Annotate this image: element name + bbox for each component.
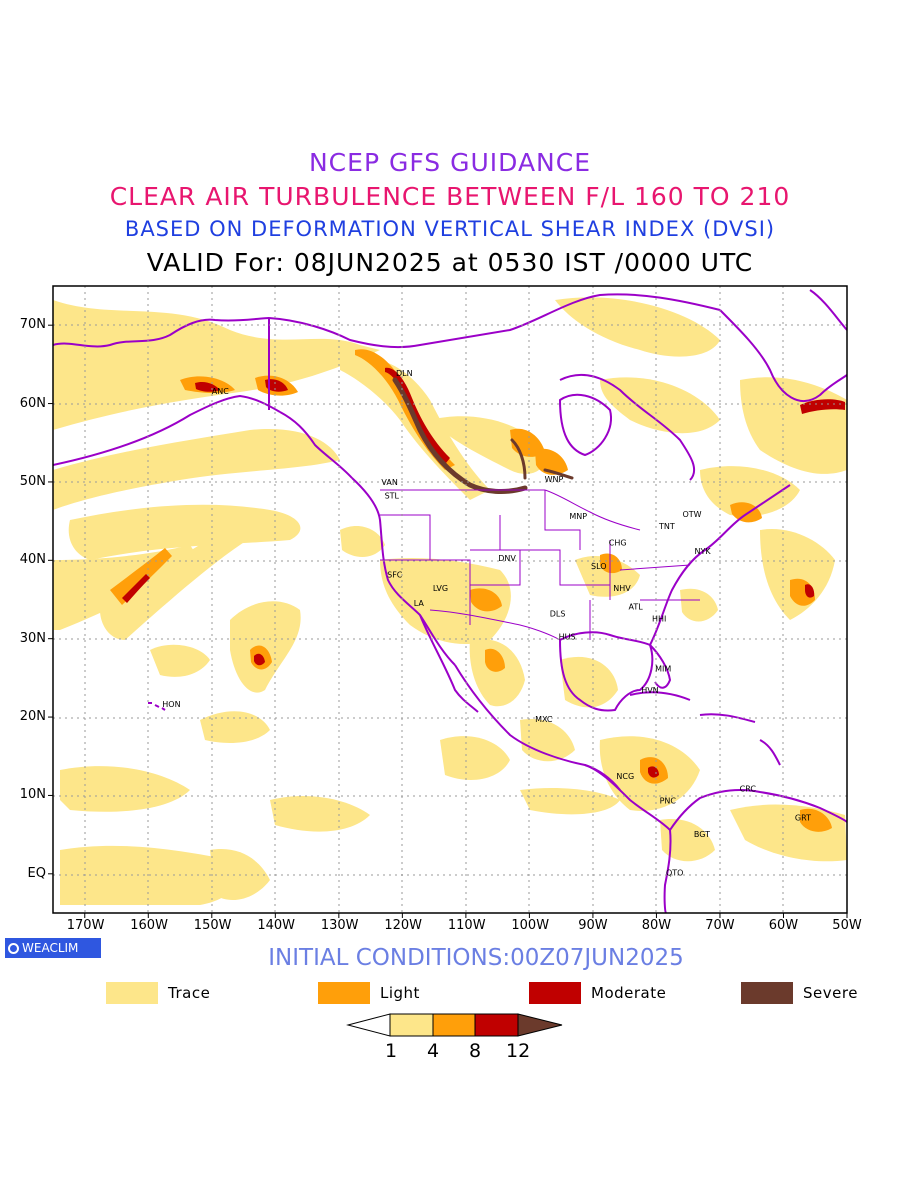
station-lvg: LVG [433,584,448,593]
logo-ring-icon [8,942,19,954]
station-chg: CHG [609,538,627,547]
station-grt: GRT [795,814,811,823]
station-stl: STL [385,491,400,500]
station-mxc: MXC [535,715,553,724]
lon-label: 150W [193,918,232,933]
station-tnt: TNT [658,522,675,531]
weaclim-logo: WEACLIM [5,938,101,958]
colorbar-label-1: 1 [385,1040,398,1062]
political-borders [380,489,700,641]
lon-label: 160W [130,918,168,933]
lat-label: 30N [19,630,46,646]
legend-trace-swatch [106,982,158,1004]
station-crc: CRC [740,785,757,794]
lat-label: 60N [19,395,46,411]
station-dnv: DNV [498,554,516,563]
station-dln: DLN [396,369,413,378]
colorbar-severe [517,1013,563,1037]
legend-severe-label: Severe [803,984,858,1002]
severe-fields [392,377,574,495]
legend-severe-swatch [741,982,793,1004]
legend-moderate-label: Moderate [591,984,667,1002]
station-bgt: BGT [694,830,710,839]
colorbar-label-12: 12 [506,1040,531,1062]
colorbar-label-8: 8 [469,1040,482,1062]
station-hhi: HHI [652,614,666,623]
lat-label: 20N [19,709,46,725]
coastlines [53,289,847,913]
station-hus: HUS [559,632,576,641]
title-line-2: CLEAR AIR TURBULENCE BETWEEN F/L 160 TO … [109,182,791,211]
legend-trace-label: Trace [168,984,211,1002]
station-la: LA [414,599,425,608]
lat-label: 10N [19,787,46,803]
station-van: VAN [381,478,397,487]
initial-conditions: INITIAL CONDITIONS:00Z07JUN2025 [268,945,684,971]
legend-moderate-swatch [529,982,581,1004]
lon-label: 60W [768,918,799,933]
lon-label: 110W [447,918,486,933]
colorbar-label-4: 4 [427,1040,440,1062]
legend-light-label: Light [380,984,420,1002]
station-ncg: NCG [616,772,634,781]
station-nhv: NHV [613,584,631,593]
moderate-fields [122,367,845,778]
station-anc: ANC [212,387,229,396]
station-hon: HON [162,700,180,709]
station-nyk: NYK [695,547,712,556]
station-otw: OTW [682,510,701,519]
lat-label: 40N [19,552,46,568]
plot-frame [52,285,848,914]
station-qto: QTO [666,868,683,877]
lon-label: 120W [384,918,423,933]
lon-label: 70W [705,918,735,933]
station-hvn: HVN [641,686,658,695]
lon-label: 90W [578,918,608,933]
title-line-3: BASED ON DEFORMATION VERTICAL SHEAR INDE… [124,217,776,241]
colorbar-under [346,1013,391,1037]
title-line-1: NCEP GFS GUIDANCE [308,148,591,177]
station-slo: SLO [591,562,607,571]
lon-label: 130W [320,918,359,933]
lat-label: 70N [19,317,46,333]
station-mim: MIM [655,665,671,674]
colorbar-trace [389,1013,434,1037]
lon-label: 170W [66,918,105,933]
valid-time: VALID For: 08JUN2025 at 0530 IST /0000 U… [146,248,754,277]
map-plot-area: ANC DLN VAN STL WNP MNP TNT OTW CHG NYK DNV SLO SFC L… [53,286,847,913]
lon-label: 80W [641,918,672,933]
colorbar-moderate [474,1013,519,1037]
station-sfc: SFC [387,571,403,580]
lat-label: EQ [27,865,46,881]
station-mnp: MNP [569,512,587,521]
colorbar [346,1013,563,1037]
logo-text: WEACLIM [22,941,79,955]
lon-label: 50W [832,918,862,933]
station-atl: ATL [628,603,643,612]
station-labels: ANC DLN VAN STL WNP MNP TNT OTW CHG NYK DNV SLO SFC L… [162,369,811,877]
legend-light-swatch [318,982,370,1004]
lon-label: 140W [257,918,295,933]
station-pnc: PNC [660,796,677,805]
lat-label: 50N [19,473,46,489]
station-dls: DLS [550,610,566,619]
lon-label: 100W [511,918,550,933]
graticule [53,286,847,913]
station-wnp: WNP [545,475,564,484]
axis-ticks [48,324,848,918]
colorbar-light [432,1013,476,1037]
